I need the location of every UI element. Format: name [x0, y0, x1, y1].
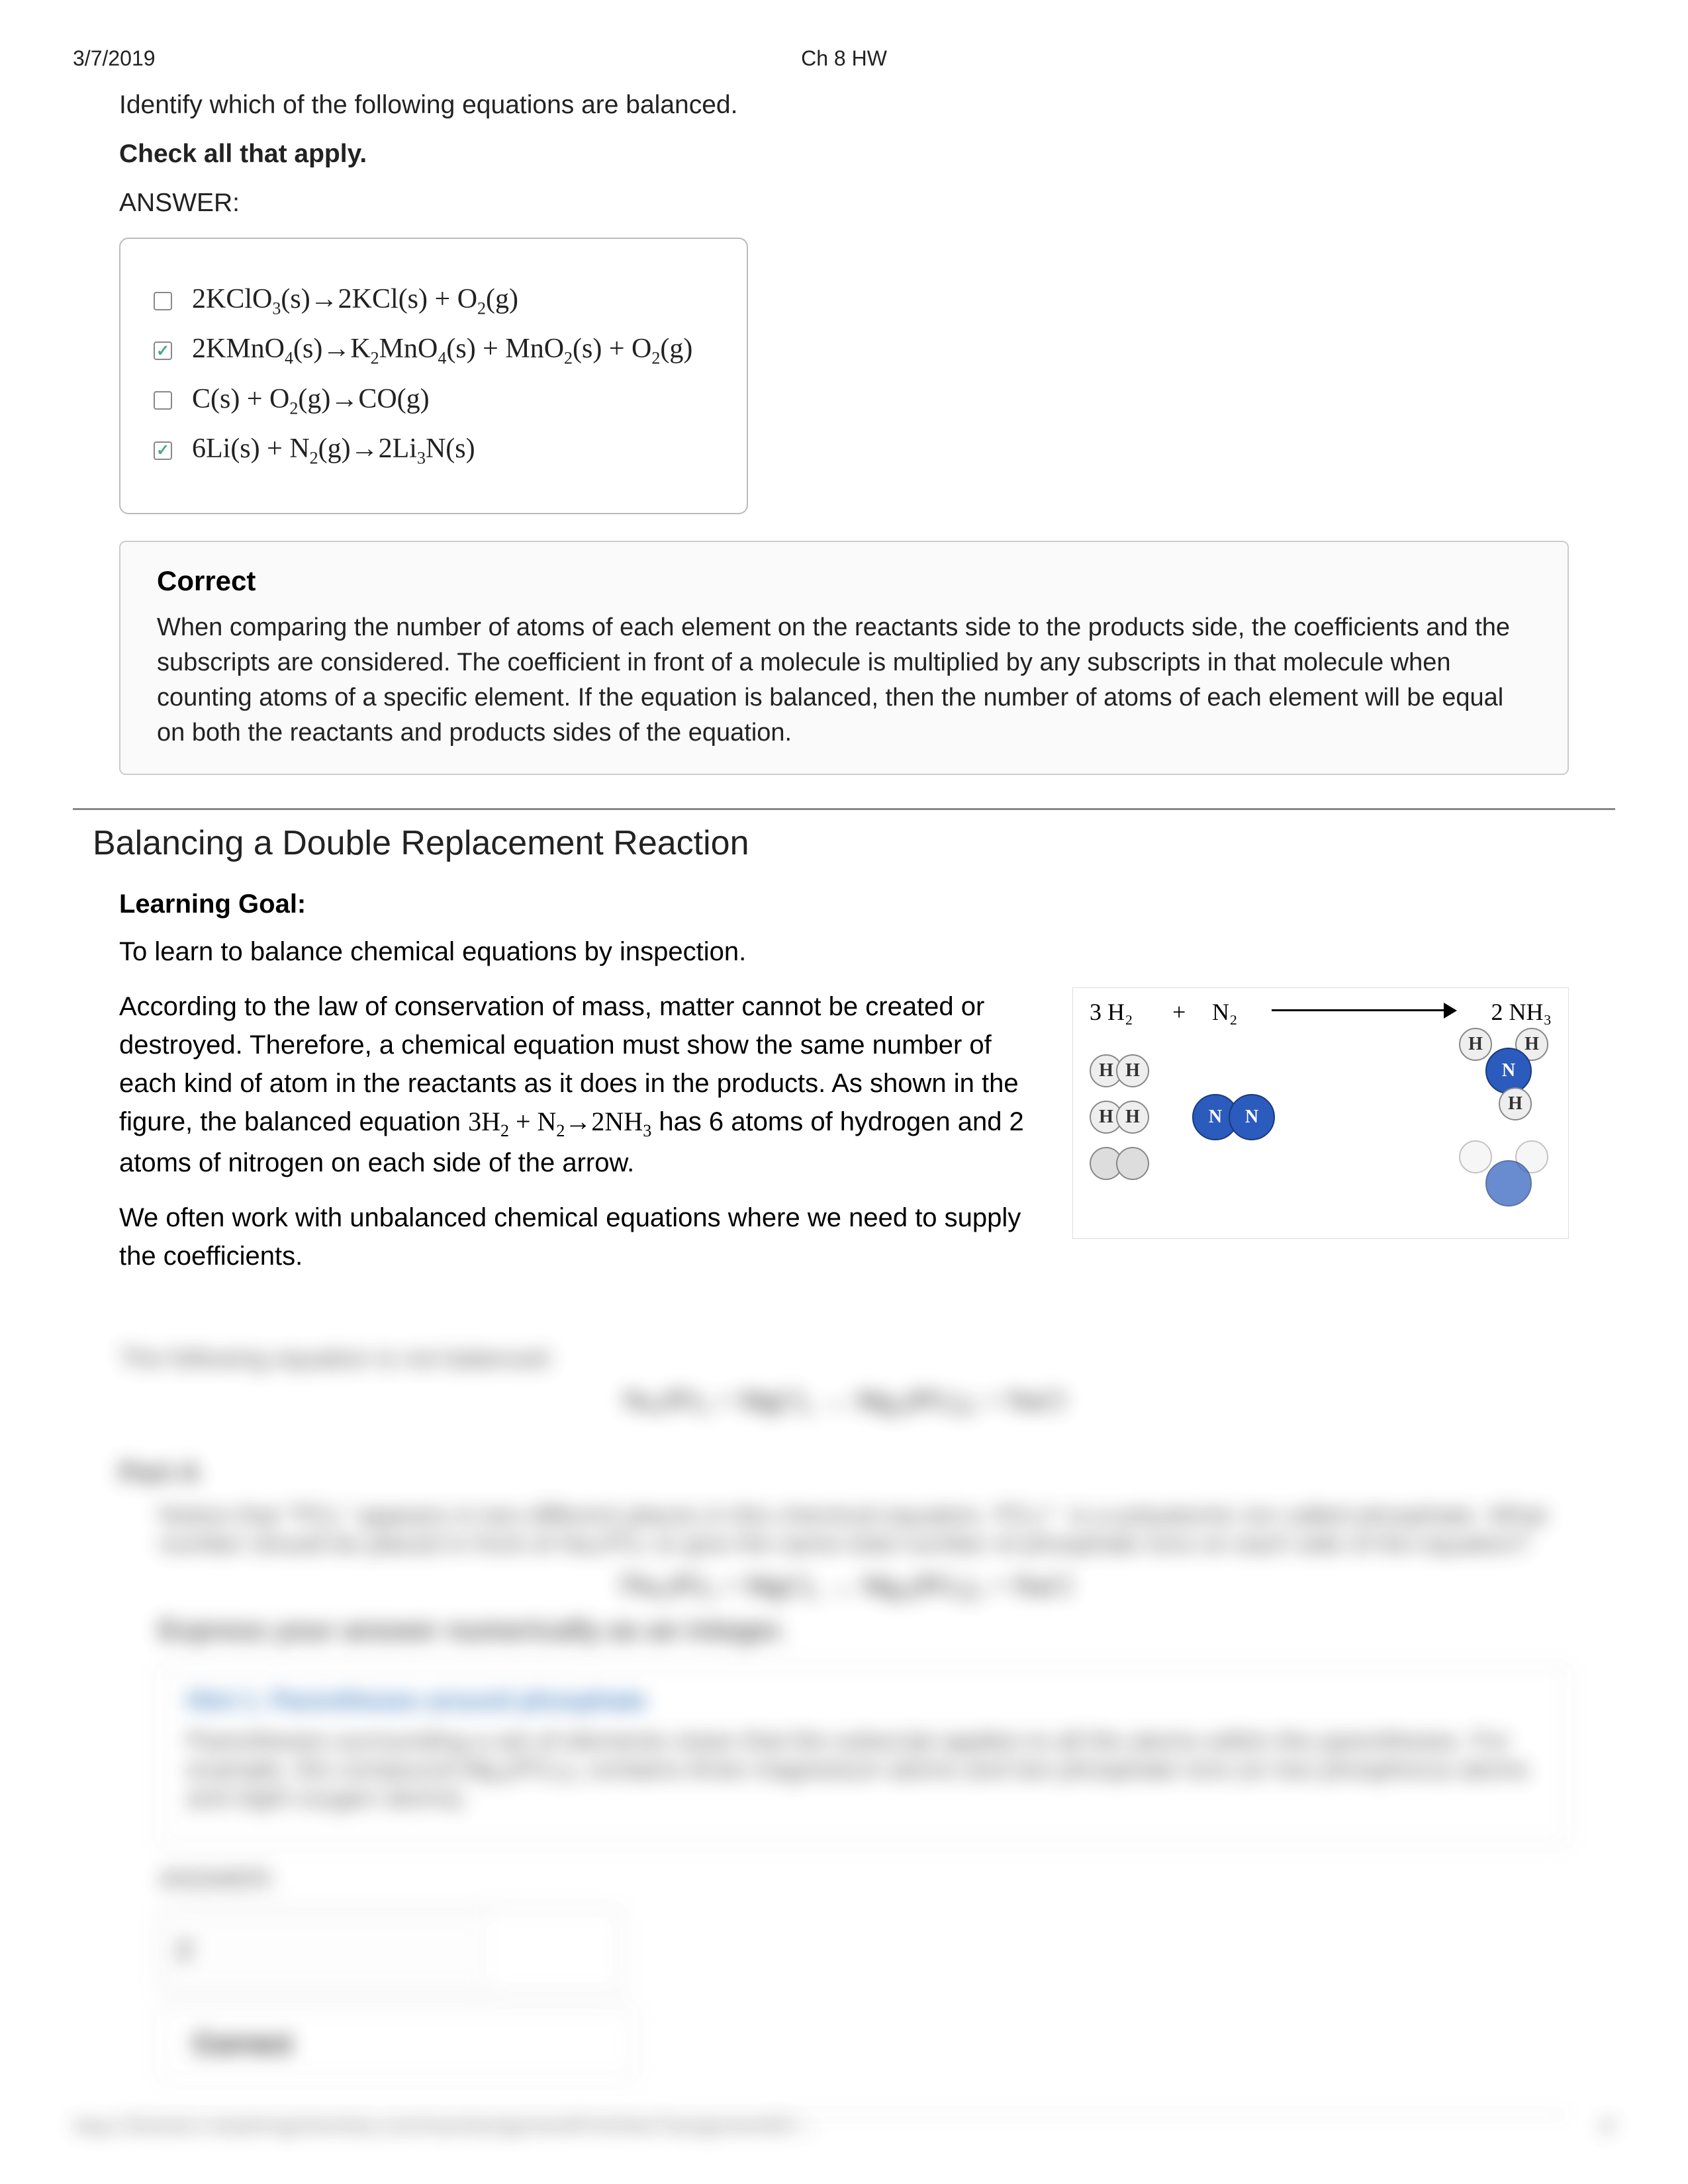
blurred-content: The following equation is not balanced: …	[119, 1345, 1569, 2115]
fig-plus: +	[1172, 998, 1186, 1026]
equation-text: 2KMnO4(s)→K2MnO4(s) + MnO2(s) + O2(g)	[192, 333, 692, 368]
header-date: 3/7/2019	[73, 46, 156, 71]
n-atom-icon: N	[1485, 1048, 1532, 1094]
blur-text: Express your answer numerically as an in…	[119, 1614, 1569, 1646]
learning-goal-label: Learning Goal:	[119, 889, 1569, 919]
feedback-box: Correct When comparing the number of ato…	[119, 541, 1569, 776]
h-atom-icon: H	[1499, 1087, 1532, 1120]
learning-goal-text: To learn to balance chemical equations b…	[119, 933, 1569, 971]
fig-label-mid: N₂	[1212, 998, 1238, 1026]
n-atom-icon: N	[1229, 1094, 1275, 1140]
blur-eq: Na₃PO₄ + MgCl₂ → Mg₃(PO₄)₂ + NaCl	[119, 1385, 1569, 1417]
checkbox[interactable]	[154, 292, 172, 310]
fig-label-right: 2 NH₃	[1491, 998, 1552, 1026]
feedback-box: Correct	[159, 2007, 635, 2081]
header-title: Ch 8 HW	[801, 46, 887, 71]
h-atom-icon	[1459, 1140, 1492, 1173]
fig-arrow-head	[1444, 1003, 1457, 1019]
equation-text: C(s) + O2(g)→CO(g)	[192, 383, 430, 418]
checkbox[interactable]	[154, 391, 172, 410]
answer-input[interactable]: 2	[159, 1907, 622, 1993]
answer-value: 2	[160, 1909, 487, 1992]
h-atom-icon	[1116, 1147, 1149, 1180]
options-box: 2KClO3(s)→2KCl(s) + O2(g) 2KMnO4(s)→K2MnO…	[119, 238, 748, 514]
equation-text: 2KClO3(s)→2KCl(s) + O2(g)	[192, 283, 518, 318]
section-para2: We often work with unbalanced chemical e…	[119, 1199, 1053, 1275]
blur-part-label: Part A	[119, 1457, 1569, 1488]
hint-title: Hint 1. Parentheses around phosphate	[187, 1687, 1541, 1715]
blur-answer-label: ANSWER:	[119, 1866, 1569, 1894]
checkbox[interactable]	[154, 441, 172, 460]
equation-text: 6Li(s) + N2(g)→2Li3N(s)	[192, 433, 475, 468]
feedback-body: When comparing the number of atoms of ea…	[157, 610, 1531, 751]
h-atom-icon: H	[1459, 1028, 1492, 1061]
feedback-title: Correct	[193, 2028, 601, 2060]
section-para1: According to the law of conservation of …	[119, 987, 1053, 1182]
option-row[interactable]: 2KClO3(s)→2KCl(s) + O2(g)	[154, 283, 714, 318]
fig-arrow	[1272, 1009, 1444, 1011]
option-row[interactable]: 6Li(s) + N2(g)→2Li3N(s)	[154, 433, 714, 468]
blur-eq: ?Na₃PO₄ + MgCl₂ → Mg₃(PO₄)₂ + NaCl	[119, 1570, 1569, 1602]
question-prompt: Identify which of the following equation…	[119, 91, 1569, 120]
feedback-title: Correct	[157, 565, 1531, 597]
blur-text: Notice that "PO₄" appears in two differe…	[119, 1500, 1569, 1559]
checkbox[interactable]	[154, 341, 172, 360]
divider	[73, 808, 1615, 810]
hint-box: Hint 1. Parentheses around phosphate Par…	[159, 1666, 1569, 1846]
footer-url: https://session.masteringchemistry.com/m…	[73, 2115, 818, 2138]
reaction-figure: 3 H₂ + N₂ 2 NH₃ H H H H N N H H N H	[1072, 987, 1569, 1239]
footer-page: 4/	[1599, 2115, 1615, 2138]
answer-label: ANSWER:	[119, 189, 1569, 218]
n-atom-icon	[1485, 1160, 1532, 1206]
option-row[interactable]: 2KMnO4(s)→K2MnO4(s) + MnO2(s) + O2(g)	[154, 333, 714, 368]
fig-label-left: 3 H₂	[1090, 998, 1133, 1026]
section-title: Balancing a Double Replacement Reaction	[93, 823, 1615, 863]
question-check-label: Check all that apply.	[119, 140, 1569, 169]
h-atom-icon: H	[1116, 1054, 1149, 1087]
option-row[interactable]: C(s) + O2(g)→CO(g)	[154, 383, 714, 418]
h-atom-icon: H	[1116, 1101, 1149, 1134]
blur-text: The following equation is not balanced:	[119, 1345, 1569, 1373]
hint-body: Parentheses surrounding a set of element…	[187, 1727, 1541, 1813]
